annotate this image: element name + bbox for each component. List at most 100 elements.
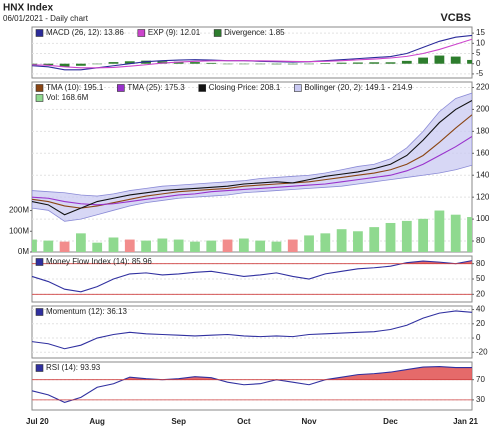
plot-area: [32, 310, 472, 350]
x-tick-label: Aug: [89, 417, 105, 426]
bar: [336, 229, 347, 252]
series-line: [32, 38, 472, 69]
bar: [32, 239, 37, 252]
x-tick-label: Nov: [301, 417, 317, 426]
y2-tick-label: 200M: [9, 206, 29, 215]
series-line: [32, 310, 472, 350]
bar: [124, 239, 135, 252]
y-tick-label: 160: [476, 148, 490, 157]
bar: [434, 55, 445, 64]
bar: [401, 60, 412, 64]
y-tick-label: 80: [476, 259, 485, 268]
legend-label: Bollinger (20, 2): 149.1 - 214.9: [304, 83, 413, 92]
bar: [173, 239, 184, 252]
bar: [238, 63, 249, 65]
bar: [32, 63, 37, 65]
bar: [353, 231, 363, 252]
y-tick-label: 220: [476, 83, 490, 92]
bar: [43, 63, 54, 66]
legend-marker: [213, 29, 222, 37]
bar: [434, 210, 445, 252]
legend-marker: [35, 364, 44, 372]
bar: [401, 220, 412, 252]
bar: [76, 233, 86, 252]
bar: [92, 63, 103, 65]
bar: [418, 57, 428, 64]
y-tick-label: 0: [476, 333, 481, 342]
x-tick-label: Dec: [383, 417, 398, 426]
legend-marker: [294, 84, 302, 92]
y-tick-label: 10: [476, 38, 485, 47]
bar: [238, 238, 249, 252]
legend-label: Vol: 168.6M: [46, 93, 89, 102]
y-tick-label: 140: [476, 170, 490, 179]
bar: [255, 240, 266, 252]
bar: [271, 241, 282, 252]
bar: [190, 241, 200, 252]
y-tick-label: 70: [476, 375, 485, 384]
plot-area: [32, 92, 472, 252]
bar: [320, 63, 331, 64]
y-tick-label: 40: [476, 305, 485, 314]
legend-label: Divergence: 1.85: [224, 28, 285, 37]
bar: [108, 62, 119, 64]
bar: [157, 238, 168, 252]
bar: [43, 240, 54, 252]
legend-label: TMA (25): 175.3: [127, 83, 185, 92]
legend-label: EXP (9): 12.01: [148, 28, 201, 37]
y2-tick-label: 0M: [18, 247, 29, 256]
bar: [304, 235, 314, 252]
x-tick-label: Jan 21: [453, 417, 478, 426]
bar: [353, 62, 363, 64]
y-tick-label: 5: [476, 49, 481, 58]
legend-marker: [35, 94, 44, 102]
bar: [173, 61, 184, 64]
legend-marker: [35, 29, 44, 37]
bar: [59, 63, 70, 67]
bar: [190, 62, 200, 64]
y-tick-label: 30: [476, 395, 485, 404]
legend-marker: [35, 308, 44, 316]
bar: [255, 63, 266, 65]
bar: [271, 63, 282, 65]
bar: [450, 214, 461, 252]
bar: [222, 63, 233, 65]
chart-subtitle: 06/01/2021 - Daily chart: [3, 14, 89, 23]
panel: [31, 305, 473, 359]
series-line: [31, 260, 473, 293]
y-tick-label: 80: [476, 236, 485, 245]
bar: [467, 59, 472, 64]
y-tick-label: -20: [476, 347, 488, 356]
y-tick-label: 20: [476, 289, 485, 298]
y-tick-label: 15: [476, 28, 485, 37]
y-tick-label: 180: [476, 126, 490, 135]
panel: [31, 26, 473, 79]
bar: [450, 56, 461, 64]
legend-marker: [198, 84, 207, 92]
bar: [287, 239, 298, 252]
y-tick-label: 0: [476, 59, 481, 68]
bar: [124, 61, 135, 64]
bar: [369, 227, 380, 252]
chart-title: HNX Index: [3, 3, 53, 14]
y-tick-label: 200: [476, 105, 490, 114]
bar: [385, 62, 396, 64]
legend-label: Momentum (12): 36.13: [46, 307, 127, 316]
bar: [369, 62, 380, 64]
bar: [418, 218, 428, 252]
bar: [222, 239, 233, 252]
legend-label: Money Flow Index (14): 85.96: [46, 257, 152, 266]
x-tick-label: Jul 20: [26, 417, 49, 426]
y-tick-label: -5: [476, 69, 484, 78]
legend-marker: [137, 29, 146, 37]
bollinger-band: [32, 92, 472, 222]
series-line: [32, 100, 472, 216]
y-tick-label: 100: [476, 214, 490, 223]
bar: [141, 240, 151, 252]
series-line: [32, 136, 472, 206]
legend-label: TMA (10): 195.1: [46, 83, 104, 92]
bar: [206, 62, 217, 64]
bar: [467, 217, 472, 252]
y-tick-label: 20: [476, 319, 485, 328]
